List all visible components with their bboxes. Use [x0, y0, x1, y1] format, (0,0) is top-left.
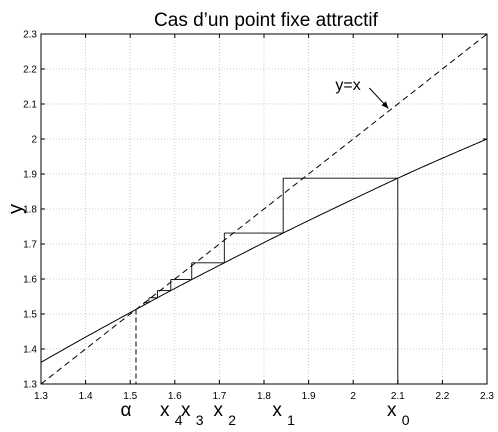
x-tick-label: 2.1	[391, 391, 405, 402]
iterate-subscript-2: 2	[228, 412, 236, 428]
function-curve	[40, 138, 488, 363]
x-tick-label: 1.5	[123, 391, 137, 402]
iterate-label-x2: x	[214, 400, 224, 421]
cobweb-layer	[135, 177, 399, 384]
y-tick-label: 2.1	[23, 100, 37, 111]
chart-title: Cas d’un point fixe attractif	[154, 10, 379, 31]
x-tick-label: 2.2	[435, 391, 449, 402]
annotations: y=x	[335, 77, 389, 109]
y-tick-label: 2	[31, 135, 37, 146]
y-tick-label: 1.4	[23, 345, 37, 356]
x-tick-label: 1.4	[79, 391, 93, 402]
x-tick-label: 1.9	[302, 391, 316, 402]
iterate-subscript-4: 4	[175, 412, 183, 428]
iterate-label-x0: x	[387, 400, 397, 421]
x-axis: 1.3 1.4 1.5 1.6 1.7 1.8 1.9 2 2.1 2.2 2.3	[34, 34, 494, 402]
iterate-label-x3: x	[181, 400, 191, 421]
y-axis: 1.3 1.4 1.5 1.6 1.7 1.8 1.9 2 2.1 2.2 2.3	[23, 30, 487, 391]
iterate-subscript-1: 1	[287, 412, 295, 428]
y-tick-label: 1.6	[23, 275, 37, 286]
x-tick-label: 1.8	[257, 391, 271, 402]
y-tick-label: 1.7	[23, 240, 37, 251]
x-tick-label: 1.3	[34, 391, 48, 402]
y-tick-label: 1.3	[23, 380, 37, 391]
alpha-label: α	[121, 400, 132, 421]
annotation-arrow-head	[381, 101, 389, 109]
identity-annotation: y=x	[335, 77, 360, 94]
y-tick-label: 1.9	[23, 170, 37, 181]
x-tick-label: 2.3	[480, 391, 494, 402]
identity-line	[40, 33, 488, 385]
y-tick-label: 2.3	[23, 30, 37, 41]
iterate-labels: α x 0x 1x 2x 3x 4	[121, 400, 410, 428]
y-axis-label: y	[5, 204, 27, 214]
iterate-subscript-3: 3	[196, 412, 204, 428]
x-tick-label: 1.7	[212, 391, 226, 402]
iterate-label-x4: x	[160, 400, 170, 421]
iterate-subscript-0: 0	[402, 412, 410, 428]
iterate-label-x1: x	[272, 400, 282, 421]
y-tick-label: 1.8	[23, 205, 37, 216]
series-layer	[40, 33, 488, 385]
y-tick-label: 1.5	[23, 310, 37, 321]
x-tick-label: 1.6	[168, 391, 182, 402]
y-tick-label: 2.2	[23, 65, 37, 76]
x-tick-label: 2	[350, 391, 356, 402]
